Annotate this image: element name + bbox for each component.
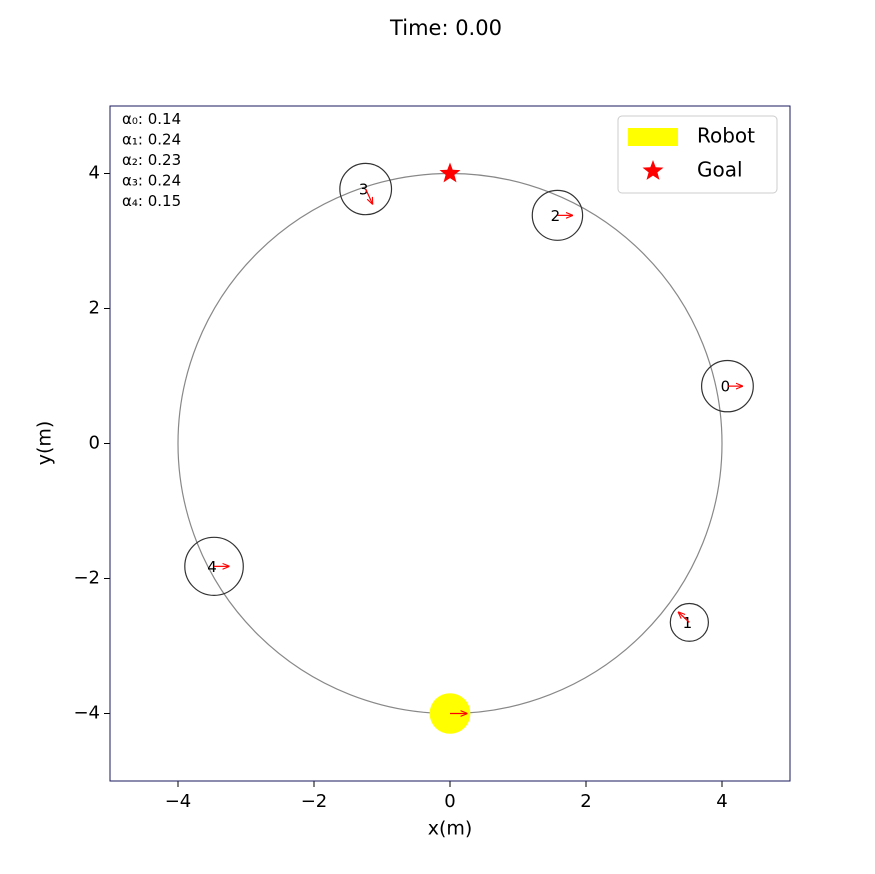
human-label: 3 — [359, 181, 369, 199]
attention-label: α₄ — [122, 192, 138, 210]
legend-label: Robot — [697, 124, 755, 148]
human-label: 2 — [551, 207, 561, 225]
human — [339, 162, 393, 216]
y-tick-label: −4 — [73, 703, 100, 724]
human-velocity — [365, 188, 373, 204]
attention-value: 0.15 — [148, 192, 181, 210]
attention-text: α₄: 0.15 — [122, 192, 181, 210]
human-velocity — [678, 612, 690, 623]
attention-separator: : — [138, 110, 148, 128]
attention-value: 0.14 — [148, 110, 181, 128]
attention-separator: : — [138, 171, 148, 189]
attention-value: 0.24 — [148, 171, 181, 189]
y-tick-label: −2 — [73, 568, 100, 589]
attention-text: α₂: 0.23 — [122, 151, 181, 169]
human — [700, 359, 754, 413]
legend-goal-marker — [642, 160, 664, 180]
x-axis-label: x(m) — [428, 818, 473, 840]
y-tick-label: 0 — [89, 433, 100, 454]
chart-title: Time: 0.00 — [389, 16, 502, 40]
attention-value: 0.24 — [148, 130, 181, 148]
plot-frame — [109, 105, 791, 782]
y-tick-label: 2 — [89, 298, 100, 319]
attention-separator: : — [138, 151, 148, 169]
legend-robot-swatch — [628, 128, 678, 146]
attention-text: α₁: 0.24 — [122, 130, 181, 148]
attention-label: α₀ — [122, 110, 138, 128]
x-tick-label: −2 — [301, 791, 328, 812]
human-label: 0 — [721, 378, 731, 396]
human — [669, 602, 710, 642]
x-tick-label: 0 — [444, 791, 455, 812]
legend-label: Goal — [697, 158, 743, 182]
attention-label: α₃ — [122, 171, 138, 189]
y-axis-label: y(m) — [34, 421, 56, 466]
attention-text: α₃: 0.24 — [122, 171, 181, 189]
human — [531, 189, 584, 241]
y-tick-label: 4 — [89, 163, 100, 184]
attention-separator: : — [138, 192, 148, 210]
human-label: 1 — [683, 614, 693, 632]
attention-text: α₀: 0.14 — [122, 110, 181, 128]
x-tick-label: 4 — [716, 791, 727, 812]
human — [184, 536, 244, 596]
x-tick-label: 2 — [580, 791, 591, 812]
attention-value: 0.23 — [148, 151, 181, 169]
attention-label: α₂ — [122, 151, 138, 169]
human-label: 4 — [207, 558, 217, 576]
x-tick-label: −4 — [165, 791, 192, 812]
attention-label: α₁ — [122, 130, 138, 148]
goal — [439, 162, 461, 183]
attention-separator: : — [138, 130, 148, 148]
